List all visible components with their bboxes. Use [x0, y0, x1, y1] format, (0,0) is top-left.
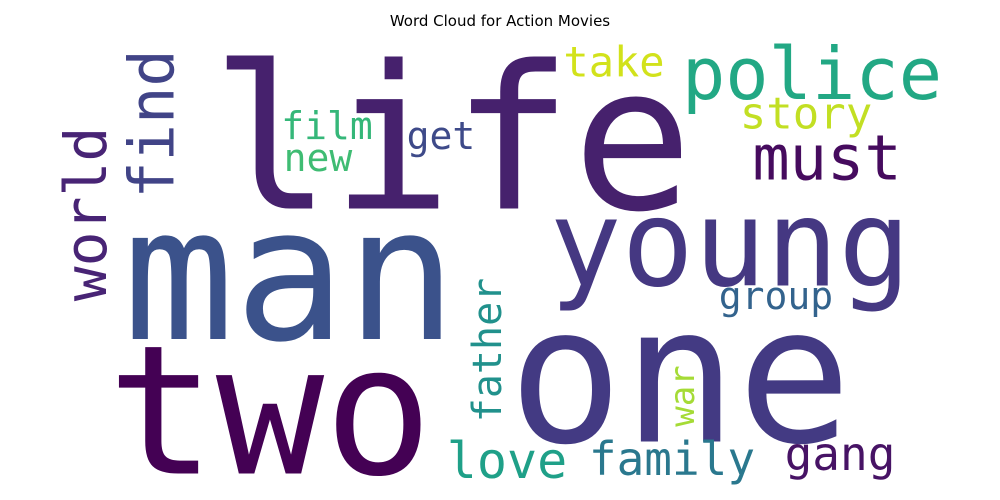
word-one: one — [508, 266, 851, 487]
word-new: new — [284, 136, 353, 180]
word-love: love — [447, 432, 567, 490]
word-life: life — [211, 24, 693, 257]
word-world: world — [52, 127, 120, 302]
word-police: police — [682, 32, 942, 116]
word-man: man — [123, 167, 457, 383]
word-group: group — [719, 274, 833, 318]
word-must: must — [752, 122, 901, 195]
word-film: film — [281, 104, 373, 148]
word-find: find — [116, 49, 189, 198]
word-war: war — [663, 365, 703, 426]
word-get: get — [407, 114, 476, 158]
word-story: story — [740, 89, 872, 140]
word-family: family — [589, 432, 755, 486]
word-young: young — [549, 176, 910, 315]
word-father: father — [465, 278, 511, 423]
word-gang: gang — [785, 427, 896, 481]
word-two: two — [107, 308, 432, 500]
chart-title: Word Cloud for Action Movies — [389, 12, 611, 30]
word-take: take — [563, 38, 664, 87]
